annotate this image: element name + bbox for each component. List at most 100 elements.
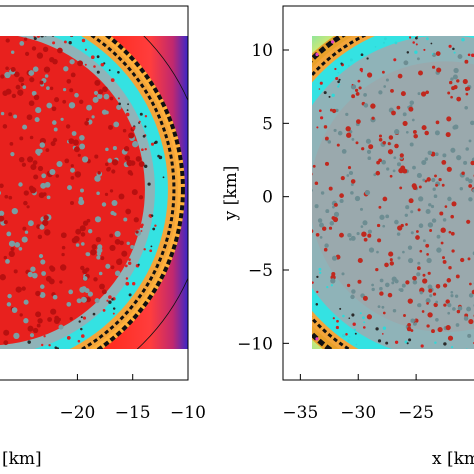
right-speckle-dot <box>312 164 316 168</box>
right-speckle-dot <box>339 193 344 198</box>
right-speckle-dot <box>368 247 375 253</box>
right-speckle-dot <box>424 157 429 161</box>
left-speckle-dot <box>70 176 75 180</box>
left-speckle-dot <box>70 167 75 173</box>
left-speckle-dot <box>135 230 139 234</box>
right-speckle-dot <box>328 95 331 98</box>
right-speckle-dot <box>367 229 372 234</box>
left-speckle-dot <box>109 189 114 193</box>
right-speckle-dot <box>333 202 338 207</box>
left-speckle-dot <box>27 340 31 344</box>
right-speckle-dot <box>432 292 437 296</box>
right-speckle-dot <box>434 174 437 178</box>
right-speckle-dot <box>468 139 472 143</box>
left-speckle-dot <box>25 51 30 56</box>
right-speckle-dot <box>463 160 468 165</box>
left-speckle-dot <box>51 106 57 112</box>
left-speckle-dot <box>23 299 29 305</box>
right-speckle-dot <box>385 78 389 82</box>
right-speckle-dot <box>434 152 439 157</box>
left-speckle-dot <box>45 148 50 152</box>
right-speckle-dot <box>420 91 427 97</box>
left-speckle-dot <box>150 245 153 248</box>
right-speckle-dot <box>350 191 354 195</box>
right-speckle-dot <box>450 290 454 294</box>
left-speckle-dot <box>66 301 72 307</box>
right-speckle-dot <box>441 159 447 165</box>
left-speckle-dot <box>66 336 71 340</box>
right-speckle-dot <box>351 137 355 141</box>
right-x-axis-label: x [km] <box>432 449 474 469</box>
left-speckle-dot <box>0 111 5 116</box>
left-speckle-dot <box>144 125 147 128</box>
left-speckle-dot <box>141 148 144 152</box>
left-speckle-dot <box>80 242 85 246</box>
right-speckle-dot <box>453 124 459 130</box>
left-speckle-dot <box>139 112 143 116</box>
right-speckle-dot <box>450 77 454 81</box>
left-speckle-dot <box>124 264 128 268</box>
right-heatmap-field <box>312 36 474 385</box>
left-speckle-dot <box>22 85 27 89</box>
right-speckle-dot <box>418 70 423 76</box>
right-speckle-dot <box>418 223 424 228</box>
right-speckle-dot <box>381 333 384 335</box>
right-speckle-dot <box>407 245 413 250</box>
left-speckle-dot <box>50 141 56 147</box>
left-speckle <box>0 36 165 349</box>
right-speckle-dot <box>381 70 385 74</box>
left-speckle-dot <box>62 87 67 92</box>
right-speckle-dot <box>406 342 409 345</box>
right-speckle-dot <box>421 125 427 131</box>
left-speckle-dot <box>28 100 35 107</box>
right-speckle-dot <box>379 286 383 291</box>
right-speckle-dot <box>426 302 429 305</box>
right-speckle-dot <box>377 238 382 243</box>
right-speckle-dot <box>468 293 474 298</box>
left-speckle-dot <box>53 127 58 132</box>
right-speckle-dot <box>356 232 360 236</box>
right-speckle-dot <box>462 79 468 85</box>
right-speckle-dot <box>339 232 344 238</box>
right-speckle-dot <box>405 130 409 134</box>
left-speckle-dot <box>10 50 15 54</box>
right-speckle-dot <box>463 316 469 321</box>
right-speckle-dot <box>407 323 411 327</box>
right-x-tick-label: −25 <box>398 403 434 423</box>
left-speckle-dot <box>82 268 88 275</box>
left-x-tick-label: −20 <box>59 403 95 423</box>
right-speckle-dot <box>404 213 408 217</box>
right-speckle-dot <box>321 226 327 231</box>
left-speckle-dot <box>71 237 78 244</box>
left-speckle-dot <box>114 239 121 245</box>
right-speckle-dot <box>312 189 313 192</box>
right-speckle-dot <box>431 329 435 334</box>
left-speckle-dot <box>110 265 115 270</box>
left-speckle-dot <box>112 307 116 310</box>
right-ring-dot <box>404 382 407 385</box>
right-y-tick-label: −5 <box>248 261 273 281</box>
right-speckle-dot <box>461 171 465 176</box>
left-speckle-dot <box>126 159 133 167</box>
right-speckle-dot <box>326 286 329 289</box>
right-speckle-dot <box>418 196 424 202</box>
left-speckle-dot <box>84 48 87 51</box>
left-speckle-dot <box>29 135 34 140</box>
right-speckle-dot <box>428 288 433 293</box>
left-speckle-dot <box>102 308 106 312</box>
right-speckle-dot <box>415 230 419 233</box>
left-speckle-dot <box>128 132 135 139</box>
left-speckle-dot <box>21 286 26 291</box>
right-speckle-dot <box>419 249 423 253</box>
left-speckle-dot <box>75 228 82 235</box>
right-speckle-dot <box>359 207 364 211</box>
left-speckle-dot <box>77 60 83 67</box>
left-speckle-dot <box>85 117 90 122</box>
right-speckle-dot <box>394 41 398 45</box>
right-speckle-dot <box>431 53 434 55</box>
left-speckle-dot <box>66 78 72 84</box>
left-speckle-dot <box>59 280 63 284</box>
right-speckle-dot <box>366 57 369 60</box>
right-speckle-dot <box>339 307 342 310</box>
right-speckle-dot <box>315 232 320 237</box>
